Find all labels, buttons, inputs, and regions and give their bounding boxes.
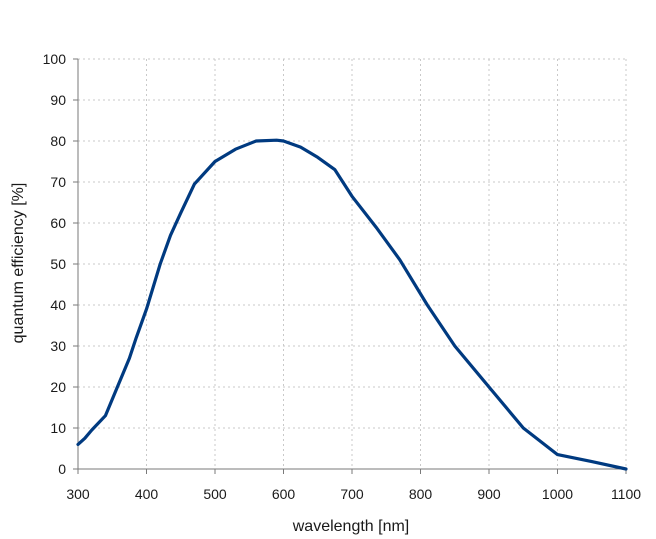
axes [73, 58, 627, 474]
y-tick-label: 20 [50, 379, 66, 395]
x-tick-label: 1000 [542, 486, 573, 502]
y-tick-label: 40 [50, 297, 66, 313]
y-tick-label: 80 [50, 133, 66, 149]
x-tick-label: 800 [409, 486, 433, 502]
x-tick-label: 300 [66, 486, 90, 502]
y-tick-label: 10 [50, 420, 66, 436]
y-tick-label: 0 [58, 461, 66, 477]
x-tick-label: 1100 [611, 486, 641, 502]
y-tick-label: 60 [50, 215, 66, 231]
y-tick-label: 50 [50, 256, 66, 272]
y-tick-label: 30 [50, 338, 66, 354]
x-tick-label: 600 [272, 486, 296, 502]
y-axis-title: quantum efficiency [%] [10, 183, 27, 344]
y-tick-label: 70 [50, 174, 66, 190]
tick-labels: 0 10 20 30 40 50 60 70 80 90 100 300 400 500 600 700 800… [43, 51, 642, 502]
y-tick-label: 100 [43, 51, 67, 67]
x-tick-label: 400 [135, 486, 159, 502]
x-tick-label: 500 [203, 486, 227, 502]
x-tick-label: 700 [340, 486, 364, 502]
x-axis-title: wavelength [nm] [292, 518, 410, 535]
grid [78, 58, 627, 469]
quantum-efficiency-series-line [76, 138, 628, 471]
y-tick-label: 90 [50, 92, 66, 108]
series [76, 138, 628, 471]
x-tick-label: 900 [477, 486, 501, 502]
